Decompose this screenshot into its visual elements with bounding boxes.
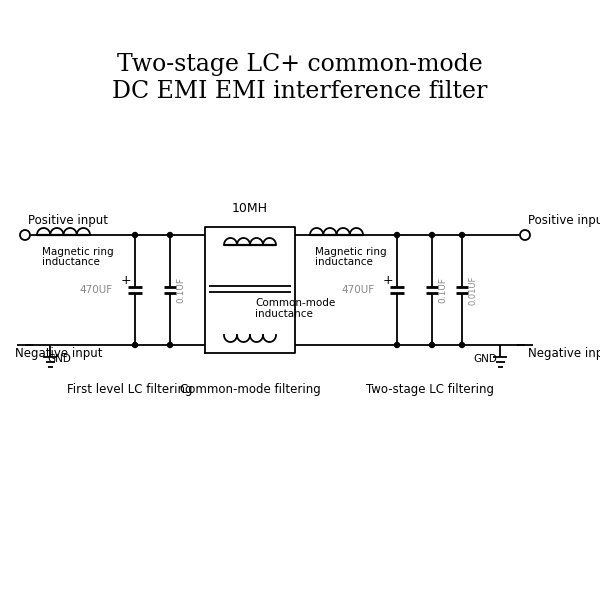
- Text: inductance: inductance: [255, 309, 313, 319]
- Text: DC EMI EMI interference filter: DC EMI EMI interference filter: [112, 80, 488, 103]
- Text: inductance: inductance: [42, 257, 100, 267]
- Text: 0.01UF: 0.01UF: [468, 275, 477, 305]
- Text: 470UF: 470UF: [342, 285, 375, 295]
- Text: GND: GND: [473, 354, 497, 364]
- Text: Magnetic ring: Magnetic ring: [42, 247, 113, 257]
- Text: GND: GND: [47, 354, 71, 364]
- Text: Negative input: Negative input: [528, 347, 600, 360]
- Circle shape: [133, 232, 137, 238]
- Text: inductance: inductance: [315, 257, 373, 267]
- Text: First level LC filtering: First level LC filtering: [67, 383, 193, 396]
- Circle shape: [167, 343, 173, 347]
- Text: 470UF: 470UF: [80, 285, 113, 295]
- Text: 0.1UF: 0.1UF: [438, 277, 447, 303]
- Text: Positive input: Positive input: [28, 214, 108, 227]
- Text: Magnetic ring: Magnetic ring: [315, 247, 386, 257]
- Circle shape: [520, 230, 530, 240]
- Circle shape: [395, 232, 400, 238]
- Text: Two-stage LC filtering: Two-stage LC filtering: [366, 383, 494, 396]
- Circle shape: [133, 343, 137, 347]
- Text: Common-mode filtering: Common-mode filtering: [179, 383, 320, 396]
- Text: Negative input: Negative input: [15, 347, 103, 360]
- Circle shape: [395, 343, 400, 347]
- Text: Common-mode: Common-mode: [255, 298, 335, 308]
- Circle shape: [430, 343, 434, 347]
- Circle shape: [167, 232, 173, 238]
- Text: Positive input: Positive input: [528, 214, 600, 227]
- Text: Two-stage LC+ common-mode: Two-stage LC+ common-mode: [117, 53, 483, 76]
- Text: +: +: [383, 275, 394, 287]
- Circle shape: [460, 232, 464, 238]
- Text: 10MH: 10MH: [232, 202, 268, 215]
- Circle shape: [430, 232, 434, 238]
- Circle shape: [460, 343, 464, 347]
- Text: +: +: [121, 275, 131, 287]
- Text: 0.1UF: 0.1UF: [176, 277, 185, 303]
- Circle shape: [20, 230, 30, 240]
